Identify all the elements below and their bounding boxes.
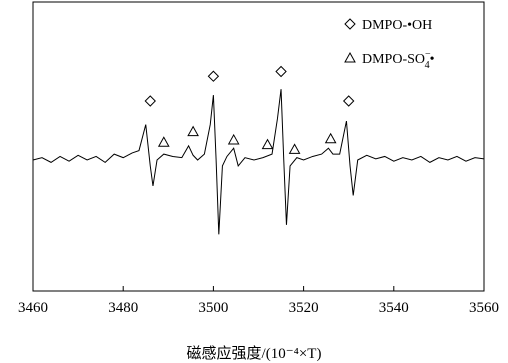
x-axis-label: 磁感应强度/(10⁻⁴×T) (187, 344, 322, 362)
diamond-marker-0 (144, 95, 156, 107)
legend-triangle-icon (344, 51, 356, 63)
legend-label-so4-sup: − (425, 49, 431, 60)
diamond-marker-3 (342, 95, 355, 107)
diamond-marker-2 (275, 65, 287, 78)
x-axis-ticks (32, 286, 485, 291)
triangle-marker-6 (227, 133, 240, 145)
legend-label-so4-suffix: • (430, 52, 435, 67)
spectrum-line (32, 89, 485, 235)
legend-label-so4-sub: 4 (425, 60, 430, 71)
x-tick-label-3: 3520 (289, 300, 319, 316)
triangle-marker-7 (261, 138, 274, 150)
legend-label-so4: DMPO-SO− 4• (362, 49, 435, 71)
triangle-marker-5 (187, 125, 199, 137)
x-tick-label-1: 3480 (108, 300, 138, 316)
x-tick-label-0: 3460 (18, 300, 48, 316)
plot-frame (32, 1, 485, 292)
legend-diamond-icon (344, 18, 356, 30)
legend-label-oh: DMPO-•OH (362, 18, 432, 33)
legend-item-oh: DMPO-•OH (344, 18, 432, 33)
triangle-marker-9 (324, 132, 337, 144)
diamond-marker-1 (207, 70, 220, 82)
legend-item-so4: DMPO-SO− 4• (344, 49, 435, 71)
x-tick-label-4: 3540 (379, 300, 409, 316)
legend: DMPO-•OH DMPO-SO− 4• (344, 18, 435, 71)
triangle-marker-4 (157, 136, 170, 147)
peak-markers (144, 65, 355, 154)
triangle-marker-8 (288, 143, 301, 154)
legend-label-so4-main: DMPO-SO (362, 52, 425, 67)
x-tick-label-5: 3560 (469, 300, 499, 316)
x-axis-tick-labels: 3460 3480 3500 3520 3540 3560 (18, 300, 499, 316)
x-tick-label-2: 3500 (198, 300, 228, 316)
